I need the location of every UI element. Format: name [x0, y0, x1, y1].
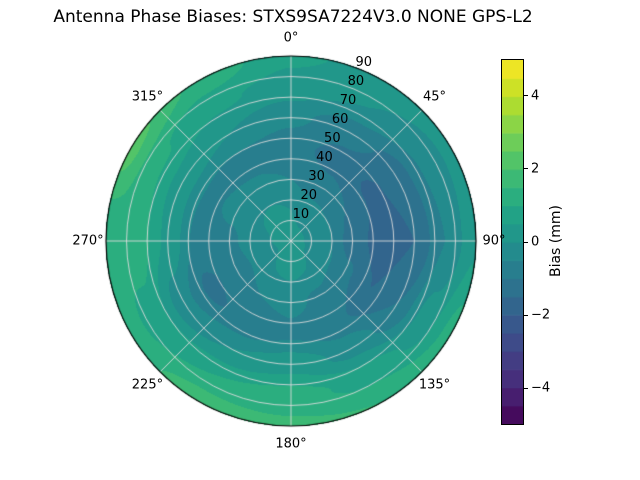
r-tick-label: 10 [292, 207, 310, 222]
r-tick-label: 20 [300, 188, 317, 204]
colorbar-tick-label: −2 [531, 307, 551, 323]
theta-tick-label: 135° [418, 377, 451, 393]
chart-title: Antenna Phase Biases: STXS9SA7224V3.0 NO… [53, 7, 533, 27]
colorbar-tick-label: 0 [531, 234, 540, 250]
colorbar-tick-mark [524, 95, 528, 97]
colorbar-tick-mark [524, 241, 528, 243]
theta-tick-label: 0° [283, 30, 299, 46]
colorbar-tick-mark [524, 387, 528, 389]
theta-tick-label: 315° [131, 89, 164, 105]
r-tick-label: 30 [308, 169, 325, 185]
theta-tick-label: 225° [131, 377, 164, 393]
r-tick-label: 80 [347, 74, 365, 90]
polar-contour-plot [103, 53, 479, 429]
theta-tick-label: 270° [72, 233, 104, 249]
colorbar-tick-label: 4 [531, 88, 540, 104]
colorbar-tick-label: −4 [531, 380, 551, 396]
r-tick-label: 50 [324, 131, 341, 147]
colorbar-tick-label: 2 [531, 161, 540, 177]
theta-tick-label: 45° [423, 89, 447, 105]
r-tick-label: 40 [316, 150, 333, 166]
r-tick-label: 90 [355, 55, 373, 71]
theta-tick-label: 180° [275, 436, 307, 452]
colorbar-tick-mark [524, 314, 528, 316]
r-tick-label: 70 [339, 93, 357, 109]
colorbar-tick-mark [524, 168, 528, 170]
colorbar-axis-label: Bias (mm) [548, 204, 564, 278]
colorbar-gradient [501, 59, 524, 425]
theta-tick-label: 90° [482, 233, 506, 249]
r-tick-label: 60 [331, 112, 349, 128]
